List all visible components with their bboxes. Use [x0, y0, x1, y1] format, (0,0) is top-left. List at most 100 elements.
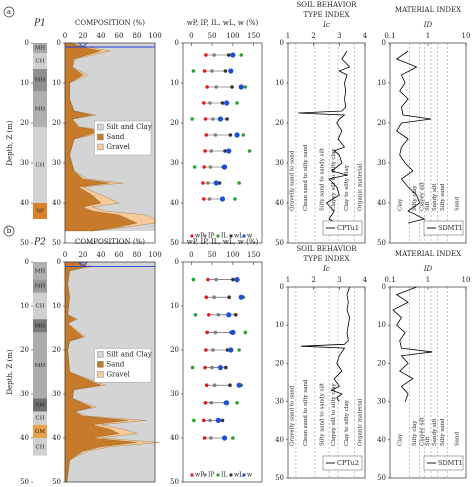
soil-layer-label: SP — [36, 209, 44, 215]
y-tick-label: 10 — [20, 79, 29, 87]
y-tick-label: 0 — [175, 258, 179, 266]
x-tick-label: 0 — [63, 251, 67, 259]
chart-title: wP, IP, IL, wL, w (%) — [187, 238, 259, 246]
y-tick-label: 20 — [377, 119, 386, 127]
soil-layer — [33, 262, 47, 280]
point — [236, 382, 242, 388]
soil-layer — [33, 127, 47, 203]
soil-layer — [33, 398, 47, 412]
x-tick-label: 100 — [148, 251, 161, 259]
x-tick-label: 150 — [247, 251, 260, 259]
soil-layer-label: MH — [35, 323, 46, 329]
y-tick-label: 10 — [170, 79, 179, 87]
soil-layer — [33, 411, 47, 425]
point — [201, 101, 206, 105]
point — [231, 436, 235, 440]
zone-label: Sand — [454, 196, 460, 211]
point — [191, 277, 196, 282]
zone-label: Clayey silt to silty clay — [331, 147, 337, 211]
legend-label: Gravel — [106, 370, 130, 378]
x-tick-label: 0 — [63, 32, 67, 40]
point — [237, 348, 241, 352]
point — [206, 313, 211, 317]
composition-area — [69, 42, 156, 232]
y-axis-label: Depth, Z (m) — [6, 349, 14, 394]
y-tick-label: 40 — [275, 436, 284, 444]
panel-label: a — [7, 8, 11, 16]
x-tick-label: 10 — [462, 32, 471, 40]
point — [204, 295, 209, 300]
legend-label: Silt and Clay — [106, 123, 151, 131]
soil-layer-label: GM — [35, 429, 45, 435]
chart-title: COMPOSITION (%) — [75, 19, 145, 27]
y-tick-label: 20 — [275, 119, 284, 127]
zone-label: Clay — [397, 433, 403, 446]
legend-swatch — [97, 361, 104, 368]
x-tick-label: 0 — [189, 251, 193, 259]
y-tick-label: 50 — [20, 478, 29, 486]
point — [226, 148, 232, 154]
profile-line — [395, 50, 432, 224]
y-tick-label: 10 — [275, 79, 284, 87]
zone-label: Silty sand — [440, 183, 446, 211]
y-tick-label: 10 — [170, 302, 179, 310]
chart-title: SOIL BEHAVIOR — [296, 1, 357, 9]
plot-frame — [389, 286, 467, 479]
point — [192, 165, 197, 169]
legend-marker — [216, 473, 220, 477]
point — [203, 117, 208, 121]
legend-swatch — [97, 143, 104, 151]
y-tick-label: 20 — [20, 346, 29, 354]
y-axis-label: Depth, Z (m) — [6, 120, 14, 165]
panel-label-circle — [3, 225, 15, 237]
point — [238, 84, 244, 90]
y-tick-label: 10 — [52, 302, 61, 310]
point — [201, 418, 206, 423]
y-tick-label: 20 — [20, 119, 29, 127]
soil-layer — [33, 438, 47, 456]
legend-label: SDMT1 — [438, 224, 463, 232]
legend-box — [322, 455, 363, 471]
y-tick-label: 40 — [377, 436, 386, 444]
chart-title: MATERIAL INDEX — [395, 250, 461, 258]
soil-layer-label: MH — [35, 268, 46, 274]
legend-label: wP — [195, 233, 204, 240]
x-tick-label: 50 — [208, 32, 217, 40]
point — [201, 181, 205, 185]
soil-layer — [33, 332, 47, 399]
point — [230, 52, 236, 58]
point — [235, 401, 239, 405]
y-tick-label: 40 — [20, 199, 29, 207]
legend-box — [423, 220, 464, 236]
point — [205, 330, 209, 335]
column-title: P2 — [33, 238, 46, 248]
legend-label: wP — [195, 472, 204, 479]
point — [247, 149, 252, 153]
point — [230, 329, 236, 335]
legend-swatch — [97, 123, 104, 131]
profile-line — [392, 286, 433, 402]
point — [204, 53, 208, 57]
legend-label: IP — [208, 472, 214, 479]
zone-label: Gravelly sand to sand — [289, 150, 295, 211]
point — [217, 116, 224, 122]
zone-label: Clay to silty clay — [344, 399, 350, 446]
chart-title: TYPE INDEX — [304, 255, 350, 263]
y-tick-label: 50 — [377, 474, 386, 482]
x-tick-label: 4 — [363, 32, 368, 40]
legend-marker — [229, 234, 233, 238]
y-tick-label: 20 — [170, 346, 179, 354]
point — [213, 133, 218, 137]
point — [203, 401, 208, 405]
x-tick-label: 0.1 — [384, 276, 395, 284]
point — [209, 149, 214, 153]
x-tick-label: 4 — [363, 276, 368, 284]
legend-label: Sand — [106, 133, 124, 141]
y-tick-label: 40 — [170, 199, 179, 207]
y-tick-label: 0 — [57, 39, 61, 47]
point — [224, 100, 230, 106]
legend-swatch — [97, 133, 104, 141]
legend-box — [94, 348, 152, 383]
x-tick-label: 80 — [133, 32, 142, 40]
